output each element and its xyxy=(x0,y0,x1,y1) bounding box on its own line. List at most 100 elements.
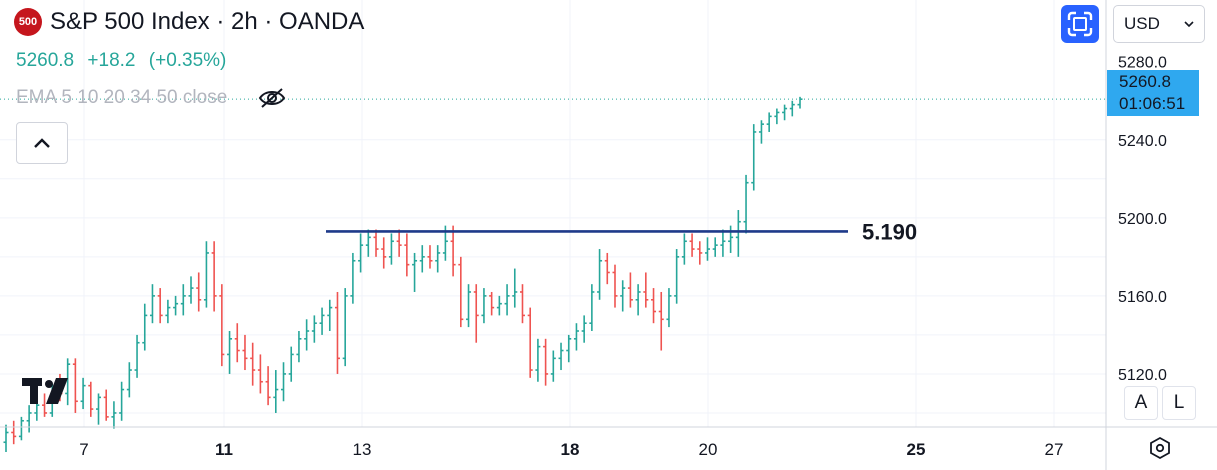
resistance-level: 5.190 xyxy=(0,98,1106,244)
ohlc-bar xyxy=(42,393,48,417)
ohlc-bar xyxy=(558,342,564,371)
currency-select[interactable]: USD xyxy=(1113,5,1205,43)
ohlc-bar xyxy=(766,112,772,132)
price-change-percent: (+0.35%) xyxy=(148,50,227,71)
ohlc-bar xyxy=(635,284,641,316)
tradingview-logo xyxy=(22,378,68,404)
ohlc-bar xyxy=(689,233,695,257)
y-tick-label: 5240.0 xyxy=(1118,133,1167,150)
ohlc-bar xyxy=(666,288,672,328)
symbol-title[interactable]: S&P 500 Index · 2h · OANDA xyxy=(50,8,365,35)
ohlc-bar xyxy=(550,350,556,382)
log-scale-button[interactable]: L xyxy=(1162,386,1196,420)
fullscreen-icon xyxy=(1067,11,1093,37)
ohlc-bar xyxy=(250,342,256,386)
ohlc-bar xyxy=(412,252,418,292)
ohlc-bar xyxy=(458,256,464,328)
settings-hexagon-icon xyxy=(1150,436,1170,460)
x-tick-label: 27 xyxy=(1045,440,1064,459)
ohlc-bar xyxy=(427,245,433,269)
ohlc-bar xyxy=(281,362,287,402)
collapse-legend-button[interactable] xyxy=(16,122,68,164)
ohlc-bar xyxy=(157,288,163,324)
ohlc-bar xyxy=(797,96,803,109)
indicator-legend[interactable]: EMA 5 10 20 34 50 close xyxy=(16,86,287,110)
ohlc-bar xyxy=(543,338,549,386)
chevron-down-icon xyxy=(1184,21,1194,28)
ohlc-bar xyxy=(651,288,657,324)
bar-countdown: 01:06:51 xyxy=(1119,94,1186,113)
ohlc-bar xyxy=(111,401,117,429)
ohlc-bar xyxy=(358,233,364,273)
ohlc-bar xyxy=(597,249,603,300)
ohlc-bar xyxy=(180,284,186,316)
last-price-tag-value: 5260.8 xyxy=(1119,72,1171,91)
ohlc-bar xyxy=(782,104,788,121)
y-tick-label: 5200.0 xyxy=(1118,211,1167,228)
ohlc-bar xyxy=(566,334,572,363)
ohlc-bar xyxy=(119,381,125,421)
ohlc-bar xyxy=(11,420,17,445)
ohlc-bar xyxy=(435,245,441,273)
price-bars xyxy=(3,96,803,452)
ohlc-bar xyxy=(697,241,703,265)
ohlc-bar xyxy=(3,424,9,452)
chart-settings-button[interactable] xyxy=(1146,434,1174,462)
ohlc-bar xyxy=(72,358,78,413)
chart-grid xyxy=(0,0,1106,427)
x-tick-label: 18 xyxy=(561,440,580,459)
indicator-label[interactable]: EMA 5 10 20 34 50 close xyxy=(16,87,228,108)
ohlc-bar xyxy=(573,323,579,351)
ohlc-bar xyxy=(173,295,179,316)
ohlc-bar xyxy=(751,124,757,191)
ohlc-bar xyxy=(466,284,472,328)
ohlc-bar xyxy=(627,272,633,308)
ohlc-bar xyxy=(126,362,132,398)
ohlc-bar xyxy=(149,284,155,324)
ohlc-bar xyxy=(419,245,425,273)
resistance-label: 5.190 xyxy=(862,219,917,244)
ohlc-bar xyxy=(234,323,240,363)
y-tick-label-partial: 5280.0 xyxy=(1118,55,1167,72)
ohlc-bar xyxy=(681,233,687,265)
ohlc-bar xyxy=(142,303,148,351)
ohlc-bar xyxy=(227,331,233,374)
ohlc-bar xyxy=(658,291,664,351)
ohlc-bar xyxy=(404,233,410,277)
ohlc-bar xyxy=(103,389,109,421)
ohlc-bar xyxy=(774,108,780,125)
ohlc-bar xyxy=(604,252,610,285)
ohlc-bar xyxy=(365,229,371,257)
ohlc-bar xyxy=(612,264,618,308)
ohlc-bar xyxy=(473,284,479,343)
y-tick-label: 5160.0 xyxy=(1118,289,1167,306)
ohlc-bar xyxy=(219,284,225,367)
ohlc-bar xyxy=(643,272,649,308)
y-tick-label: 5120.0 xyxy=(1118,367,1167,384)
ohlc-bar xyxy=(481,288,487,324)
ohlc-bar xyxy=(26,405,32,433)
fullscreen-button[interactable] xyxy=(1061,5,1099,43)
ohlc-bar xyxy=(273,370,279,413)
ohlc-bar xyxy=(735,210,741,257)
eye-hidden-icon[interactable] xyxy=(257,86,287,110)
x-tick-label: 11 xyxy=(215,440,233,459)
ohlc-bar xyxy=(704,237,710,261)
auto-scale-button[interactable]: A xyxy=(1124,386,1158,420)
ohlc-bar xyxy=(203,241,209,308)
ohlc-bar xyxy=(265,366,271,406)
ohlc-bar xyxy=(489,291,495,316)
ohlc-bar xyxy=(373,229,379,257)
chevron-up-icon xyxy=(34,138,50,148)
ohlc-bar xyxy=(296,331,302,363)
ohlc-bar xyxy=(527,307,533,378)
ohlc-bar xyxy=(758,120,764,144)
ohlc-bar xyxy=(165,299,171,324)
x-tick-label: 7 xyxy=(79,440,88,459)
ohlc-bar xyxy=(88,381,94,417)
ohlc-bar xyxy=(211,241,217,312)
ohlc-bar xyxy=(334,291,340,374)
ohlc-bar xyxy=(388,233,394,265)
